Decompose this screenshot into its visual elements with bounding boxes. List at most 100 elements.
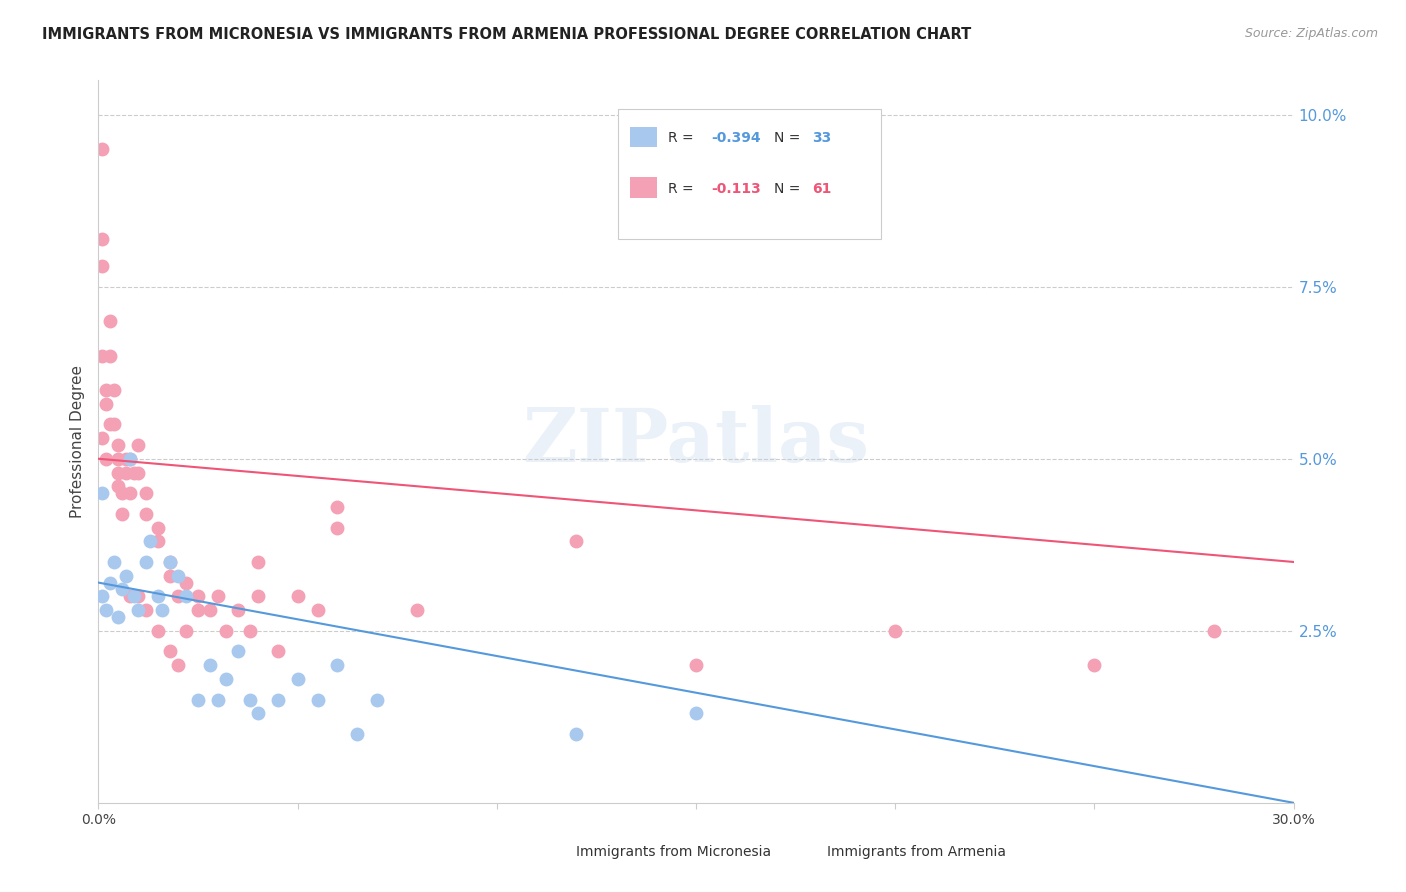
Point — [96, 603, 118, 617]
Point — [685, 706, 707, 721]
Point — [246, 590, 269, 604]
Point — [98, 417, 122, 432]
Point — [267, 644, 290, 658]
Point — [307, 692, 329, 706]
Point — [406, 603, 429, 617]
Point — [215, 672, 238, 686]
Y-axis label: Professional Degree: Professional Degree — [70, 365, 86, 518]
Point — [98, 349, 122, 363]
FancyBboxPatch shape — [619, 109, 882, 239]
Point — [127, 590, 149, 604]
Point — [91, 590, 114, 604]
Point — [107, 438, 129, 452]
Point — [187, 692, 209, 706]
Point — [565, 534, 588, 549]
Point — [103, 383, 125, 397]
Point — [187, 603, 209, 617]
Point — [148, 520, 170, 534]
Point — [198, 603, 221, 617]
Text: R =: R = — [668, 131, 699, 145]
Point — [107, 610, 129, 624]
Point — [198, 658, 221, 673]
Point — [167, 658, 190, 673]
Point — [366, 692, 388, 706]
Point — [685, 658, 707, 673]
Text: Immigrants from Armenia: Immigrants from Armenia — [827, 845, 1007, 859]
Text: Immigrants from Micronesia: Immigrants from Micronesia — [576, 845, 772, 859]
FancyBboxPatch shape — [630, 178, 657, 198]
Point — [148, 534, 170, 549]
Point — [115, 466, 138, 480]
Point — [107, 451, 129, 466]
Point — [174, 624, 197, 638]
Point — [96, 383, 118, 397]
Point — [135, 555, 157, 569]
Text: N =: N = — [773, 182, 804, 195]
Point — [239, 692, 262, 706]
Point — [111, 582, 134, 597]
Point — [120, 590, 142, 604]
Point — [91, 431, 114, 445]
Point — [326, 500, 349, 514]
Point — [120, 451, 142, 466]
Text: -0.394: -0.394 — [711, 131, 761, 145]
Point — [239, 624, 262, 638]
Point — [127, 603, 149, 617]
Point — [307, 603, 329, 617]
Point — [124, 466, 146, 480]
Point — [96, 397, 118, 411]
Text: R =: R = — [668, 182, 699, 195]
Point — [111, 486, 134, 500]
Point — [246, 555, 269, 569]
Point — [174, 590, 197, 604]
Point — [91, 259, 114, 273]
Text: N =: N = — [773, 131, 804, 145]
Point — [187, 590, 209, 604]
Point — [326, 520, 349, 534]
FancyBboxPatch shape — [541, 842, 567, 862]
Point — [565, 727, 588, 741]
Point — [207, 590, 229, 604]
Point — [1202, 624, 1225, 638]
Point — [159, 555, 181, 569]
Point — [120, 451, 142, 466]
Point — [267, 692, 290, 706]
Point — [96, 451, 118, 466]
Point — [107, 466, 129, 480]
Point — [159, 568, 181, 582]
Point — [115, 568, 138, 582]
Point — [884, 624, 907, 638]
Point — [124, 590, 146, 604]
Text: Source: ZipAtlas.com: Source: ZipAtlas.com — [1244, 27, 1378, 40]
Text: ZIPatlas: ZIPatlas — [523, 405, 869, 478]
Point — [139, 534, 162, 549]
Point — [111, 507, 134, 521]
Point — [226, 603, 249, 617]
FancyBboxPatch shape — [792, 842, 818, 862]
Point — [287, 672, 309, 686]
Point — [159, 555, 181, 569]
Point — [135, 507, 157, 521]
Point — [91, 231, 114, 245]
Point — [326, 658, 349, 673]
Point — [127, 438, 149, 452]
Point — [127, 466, 149, 480]
Point — [91, 349, 114, 363]
Point — [246, 706, 269, 721]
Point — [135, 486, 157, 500]
Point — [226, 644, 249, 658]
Point — [148, 624, 170, 638]
Point — [103, 555, 125, 569]
Point — [174, 575, 197, 590]
Point — [107, 479, 129, 493]
Text: -0.113: -0.113 — [711, 182, 761, 195]
Point — [215, 624, 238, 638]
Point — [167, 568, 190, 582]
Point — [207, 692, 229, 706]
Point — [287, 590, 309, 604]
Point — [115, 451, 138, 466]
Point — [98, 314, 122, 328]
Point — [167, 590, 190, 604]
Text: 61: 61 — [811, 182, 831, 195]
Point — [148, 590, 170, 604]
